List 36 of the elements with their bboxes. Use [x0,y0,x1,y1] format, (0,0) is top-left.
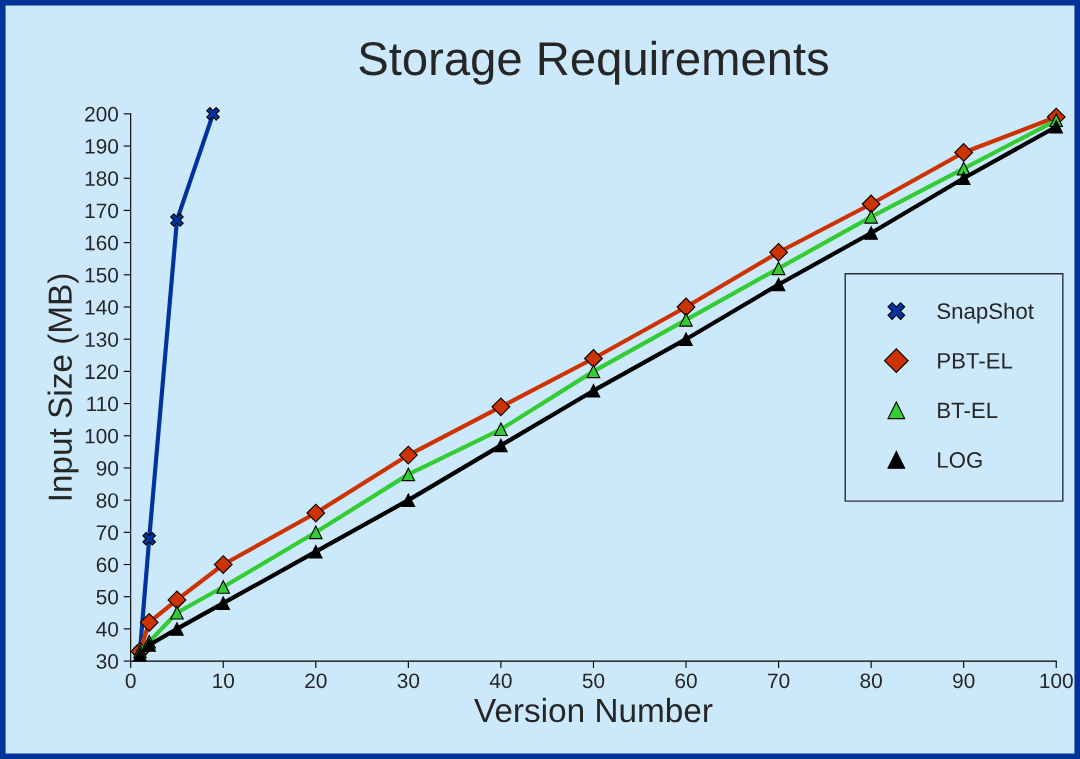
x-tick-label: 50 [582,673,605,689]
y-axis-title: Input Size (MB) [47,274,79,500]
y-tick-label: 70 [96,525,119,541]
y-tick-label: 120 [85,364,119,380]
y-tick-label: 40 [96,621,119,637]
y-tick-label: 160 [85,235,119,251]
y-tick-label: 60 [96,557,119,573]
y-tick-label: 200 [85,106,119,122]
x-tick-label: 70 [768,673,790,689]
x-tick-label: 0 [125,673,136,689]
y-tick-label: 140 [85,299,119,315]
y-tick-label: 180 [85,171,119,186]
x-tick-label: 80 [860,673,882,689]
legend-label: LOG [938,452,982,468]
x-axis-title: Version Number [474,697,713,723]
y-tick-label: 100 [85,428,119,444]
x-tick-label: 40 [489,673,512,689]
y-tick-label: 110 [87,396,119,412]
x-tick-label: 10 [213,673,235,689]
y-tick-label: 190 [85,139,119,154]
y-tick-label: 90 [96,460,119,476]
chart-title: Storage Requirements [359,40,829,85]
y-tick-label: 150 [85,267,119,283]
x-tick-label: 30 [397,673,420,689]
y-tick-label: 130 [85,332,119,347]
legend-label: BT-EL [938,402,998,419]
y-tick-label: 50 [96,589,119,605]
y-tick-label: 80 [96,493,119,508]
legend-label: SnapShot [937,302,1034,324]
x-tick-label: 60 [675,673,697,689]
x-tick-label: 100 [1040,673,1073,689]
x-tick-label: 90 [953,673,975,689]
x-tick-label: 20 [305,673,327,689]
y-tick-label: 170 [85,203,119,219]
y-tick-label: 30 [96,654,119,669]
legend-label: PBT-EL [938,353,1013,369]
